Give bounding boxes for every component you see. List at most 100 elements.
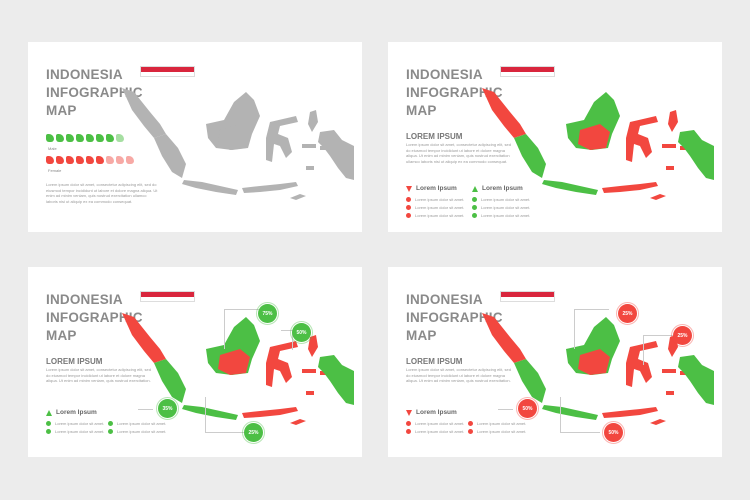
arrow-up-icon xyxy=(46,409,52,416)
paragraph: Lorem ipsum dolor sit amet, consectetur … xyxy=(406,142,511,164)
indonesia-flag xyxy=(500,66,555,77)
slide-title: INDONESIA INFOGRAPHIC MAP xyxy=(46,292,143,343)
arrow-up-icon xyxy=(472,185,478,192)
region-maluku xyxy=(662,335,690,395)
region-sulawesi xyxy=(626,116,658,162)
list-item: Lorem ipsum dolor sit amet. xyxy=(406,421,464,426)
female-label: Female xyxy=(48,168,62,173)
male-label: Male xyxy=(48,146,57,151)
indonesia-map xyxy=(122,313,354,425)
region-papua xyxy=(318,355,354,405)
list-item: Lorem ipsum dolor sit amet. xyxy=(108,429,166,434)
person-icon xyxy=(116,156,124,164)
list-item: Lorem ipsum dolor sit amet. xyxy=(468,429,526,434)
legend-decrease: Lorem Ipsum xyxy=(406,185,457,192)
person-icon xyxy=(96,156,104,164)
indonesia-flag xyxy=(500,291,555,302)
region-sumatra-n xyxy=(482,313,526,363)
region-nusa xyxy=(602,407,666,425)
list-item: Lorem ipsum dolor sit amet. xyxy=(472,213,530,218)
slide-4[interactable]: INDONESIA INFOGRAPHIC MAP LOREM IPSUM Lore… xyxy=(388,267,722,457)
person-icon xyxy=(76,134,84,142)
indonesia-map xyxy=(482,313,714,425)
person-icon xyxy=(66,134,74,142)
percent-badge: 35% xyxy=(156,397,179,420)
list-item: Lorem ipsum dolor sit amet. xyxy=(406,429,464,434)
legend-increase: Lorem Ipsum xyxy=(472,185,523,192)
percent-badge: 25% xyxy=(242,421,265,444)
subheading: LOREM IPSUM xyxy=(406,132,463,141)
slide-title: INDONESIA INFOGRAPHIC MAP xyxy=(406,67,503,118)
person-icon xyxy=(86,156,94,164)
region-maluku xyxy=(302,110,330,170)
legend-increase: Lorem Ipsum xyxy=(46,409,97,416)
region-kal-inner xyxy=(218,349,250,375)
paragraph: Lorem ipsum dolor sit amet, consectetur … xyxy=(46,182,158,204)
region-kal-inner xyxy=(578,124,610,150)
female-icons xyxy=(46,156,134,164)
list-item: Lorem ipsum dolor sit amet. xyxy=(46,429,104,434)
person-icon xyxy=(126,156,134,164)
region-sumatra-n xyxy=(122,313,166,363)
slide-1[interactable]: INDONESIA INFOGRAPHIC MAP Male Female Lore… xyxy=(28,42,362,232)
male-icons xyxy=(46,134,124,142)
paragraph: Lorem ipsum dolor sit amet, consectetur … xyxy=(406,367,511,383)
region-java xyxy=(182,405,238,420)
region-java xyxy=(542,405,598,420)
subheading: LOREM IPSUM xyxy=(46,357,103,366)
paragraph: Lorem ipsum dolor sit amet, consectetur … xyxy=(46,367,151,383)
indonesia-map xyxy=(482,88,714,200)
region-sulawesi xyxy=(266,341,298,387)
list-item: Lorem ipsum dolor sit amet. xyxy=(406,213,464,218)
region-java xyxy=(542,180,598,195)
person-icon xyxy=(46,134,54,142)
percent-badge: 50% xyxy=(290,321,313,344)
region-papua xyxy=(318,130,354,180)
percent-badge: 25% xyxy=(671,324,694,347)
region-sulawesi xyxy=(626,341,658,387)
list-item: Lorem ipsum dolor sit amet. xyxy=(468,421,526,426)
region-kal-inner xyxy=(218,124,250,150)
region-papua xyxy=(678,355,714,405)
list-item: Lorem ipsum dolor sit amet. xyxy=(472,205,530,210)
percent-badge: 50% xyxy=(602,421,625,444)
indonesia-map xyxy=(122,88,354,200)
region-nusa xyxy=(242,407,306,425)
list-item: Lorem ipsum dolor sit amet. xyxy=(406,197,464,202)
person-icon xyxy=(56,134,64,142)
region-maluku xyxy=(302,335,330,395)
person-icon xyxy=(86,134,94,142)
percent-badge: 25% xyxy=(616,302,639,325)
arrow-down-icon xyxy=(406,185,412,192)
list-item: Lorem ipsum dolor sit amet. xyxy=(46,421,104,426)
subheading: LOREM IPSUM xyxy=(406,357,463,366)
person-icon xyxy=(46,156,54,164)
indonesia-flag xyxy=(140,66,195,77)
region-kal-inner xyxy=(578,349,610,375)
person-icon xyxy=(116,134,124,142)
slide-title: INDONESIA INFOGRAPHIC MAP xyxy=(46,67,143,118)
slide-2[interactable]: INDONESIA INFOGRAPHIC MAP LOREM IPSUM Lore… xyxy=(388,42,722,232)
region-sulawesi xyxy=(266,116,298,162)
arrow-down-icon xyxy=(406,409,412,416)
list-item: Lorem ipsum dolor sit amet. xyxy=(472,197,530,202)
region-nusa xyxy=(242,182,306,200)
person-icon xyxy=(106,156,114,164)
person-icon xyxy=(76,156,84,164)
region-papua xyxy=(678,130,714,180)
slide-3[interactable]: INDONESIA INFOGRAPHIC MAP LOREM IPSUM Lore… xyxy=(28,267,362,457)
region-sumatra-s xyxy=(514,134,546,178)
person-icon xyxy=(106,134,114,142)
slide-title: INDONESIA INFOGRAPHIC MAP xyxy=(406,292,503,343)
person-icon xyxy=(56,156,64,164)
region-sumatra-n xyxy=(122,88,166,138)
person-icon xyxy=(66,156,74,164)
region-sumatra-s xyxy=(154,134,186,178)
list-item: Lorem ipsum dolor sit amet. xyxy=(406,205,464,210)
region-java xyxy=(182,180,238,195)
region-maluku xyxy=(662,110,690,170)
region-sumatra-n xyxy=(482,88,526,138)
legend-decrease: Lorem Ipsum xyxy=(406,409,457,416)
region-sumatra-s xyxy=(154,359,186,403)
percent-badge: 75% xyxy=(256,302,279,325)
